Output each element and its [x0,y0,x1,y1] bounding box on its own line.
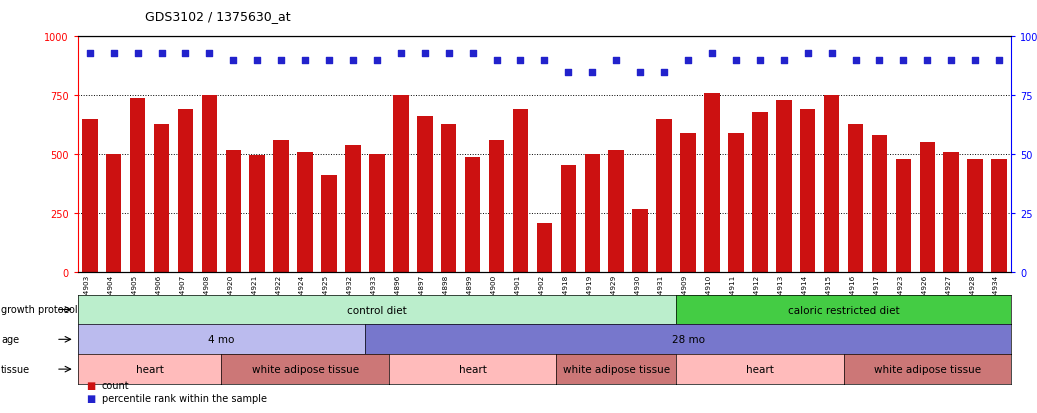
Text: age: age [1,335,19,344]
Bar [633,209,648,273]
Bar [177,110,193,273]
Point [871,57,888,64]
Text: ■: ■ [86,393,95,403]
Bar [823,96,839,273]
Point [943,57,959,64]
Bar [728,134,744,273]
Bar [153,124,169,273]
Bar [537,223,552,273]
Bar [920,143,935,273]
Point [704,50,721,57]
Point [632,69,648,76]
Point [776,57,792,64]
Point [82,50,99,57]
Point [990,57,1007,64]
Point [368,57,385,64]
Point [752,57,768,64]
Text: GDS3102 / 1375630_at: GDS3102 / 1375630_at [145,10,290,23]
Bar [656,120,672,273]
Point [584,69,600,76]
Bar [488,141,504,273]
Text: 4 mo: 4 mo [208,335,234,344]
Point [465,50,481,57]
Bar [561,166,577,273]
Bar [512,110,528,273]
Point [919,57,935,64]
Point [895,57,912,64]
Bar [274,141,289,273]
Bar [609,150,624,273]
Text: heart: heart [746,364,774,374]
Point [966,57,983,64]
Point [679,57,696,64]
Bar [345,145,361,273]
Bar [369,155,385,273]
Point [488,57,505,64]
Bar [130,98,145,273]
Text: caloric restricted diet: caloric restricted diet [788,305,899,315]
Point [536,57,553,64]
Bar [776,101,791,273]
Text: white adipose tissue: white adipose tissue [252,364,359,374]
Point [201,50,218,57]
Bar [752,112,767,273]
Text: count: count [102,380,130,390]
Bar [585,155,600,273]
Bar [872,136,888,273]
Text: heart: heart [458,364,486,374]
Bar [106,155,121,273]
Text: control diet: control diet [347,305,407,315]
Bar [393,96,409,273]
Text: white adipose tissue: white adipose tissue [563,364,670,374]
Point [728,57,745,64]
Point [273,57,289,64]
Bar [704,94,720,273]
Bar [680,134,696,273]
Point [297,57,313,64]
Point [225,57,242,64]
Bar [82,120,97,273]
Point [130,50,146,57]
Bar [896,159,912,273]
Point [153,50,170,57]
Bar [465,157,480,273]
Text: white adipose tissue: white adipose tissue [874,364,981,374]
Point [823,50,840,57]
Bar [944,152,959,273]
Bar [321,176,337,273]
Point [608,57,624,64]
Bar [441,124,456,273]
Point [320,57,337,64]
Bar [250,156,265,273]
Point [177,50,194,57]
Text: heart: heart [136,364,164,374]
Point [106,50,122,57]
Text: ■: ■ [86,380,95,390]
Point [512,57,529,64]
Bar [848,124,863,273]
Point [847,57,864,64]
Point [441,50,457,57]
Text: tissue: tissue [1,364,30,374]
Bar [298,152,313,273]
Point [393,50,410,57]
Text: growth protocol: growth protocol [1,305,78,315]
Bar [800,110,815,273]
Point [249,57,265,64]
Point [344,57,361,64]
Bar [226,150,241,273]
Point [417,50,433,57]
Point [800,50,816,57]
Text: 28 mo: 28 mo [672,335,704,344]
Point [655,69,672,76]
Bar [417,117,432,273]
Bar [201,96,217,273]
Point [560,69,577,76]
Bar [968,159,983,273]
Bar [991,159,1007,273]
Text: percentile rank within the sample: percentile rank within the sample [102,393,267,403]
